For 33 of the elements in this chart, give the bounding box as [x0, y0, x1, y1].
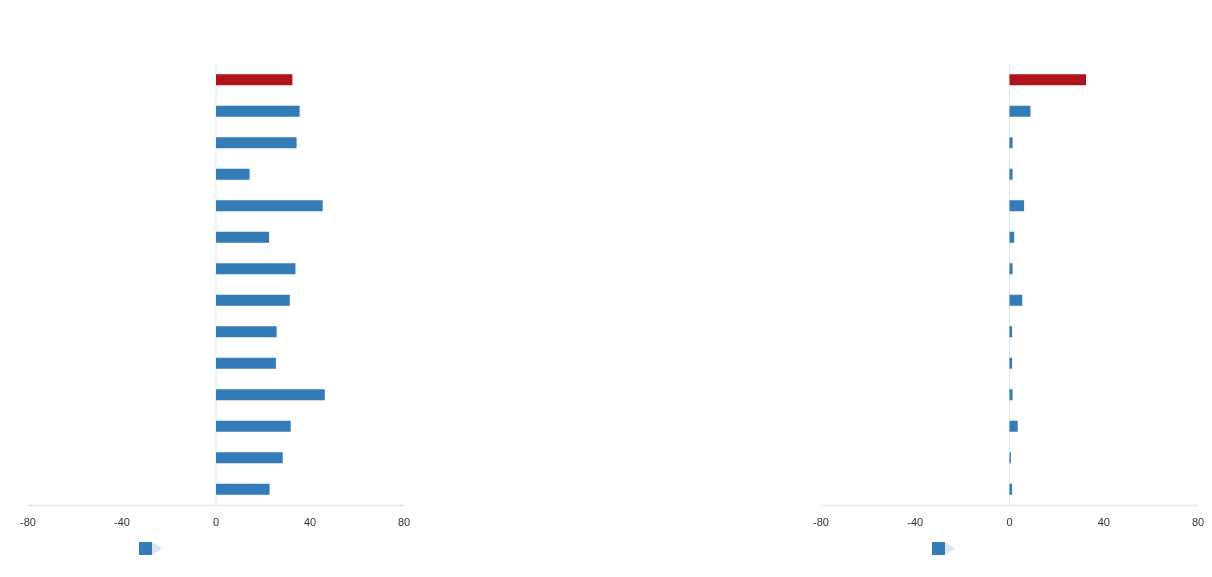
bar — [1009, 294, 1023, 306]
bar — [1009, 137, 1013, 149]
x-tick-label: 80 — [1191, 516, 1205, 528]
bar — [1009, 420, 1018, 432]
x-tick-label: 40 — [303, 516, 317, 528]
bar — [216, 452, 283, 464]
x-tick-label: 0 — [1006, 516, 1013, 528]
bar — [216, 357, 276, 369]
x-tick-label: -80 — [813, 516, 829, 528]
bar — [216, 326, 277, 338]
x-tick-label: 80 — [397, 516, 411, 528]
bar — [216, 483, 270, 495]
bar — [1009, 200, 1025, 212]
x-tick-label: -40 — [907, 516, 924, 528]
bar — [216, 263, 296, 275]
bar — [1009, 74, 1087, 86]
x-tick-label: -80 — [20, 516, 36, 528]
x-tick-label: 40 — [1097, 516, 1110, 528]
bar — [1009, 389, 1013, 401]
bar — [1009, 263, 1013, 275]
bar — [1009, 105, 1031, 117]
bar — [216, 105, 300, 117]
x-tick-label: 0 — [212, 516, 220, 528]
bar — [216, 74, 293, 86]
bar — [216, 168, 250, 180]
bar — [216, 231, 270, 243]
bar — [216, 137, 297, 149]
bar — [216, 294, 290, 306]
bar — [1009, 168, 1013, 180]
bar — [216, 389, 325, 401]
x-tick-label: -40 — [114, 516, 130, 528]
bar — [216, 420, 291, 432]
bar — [216, 200, 323, 212]
